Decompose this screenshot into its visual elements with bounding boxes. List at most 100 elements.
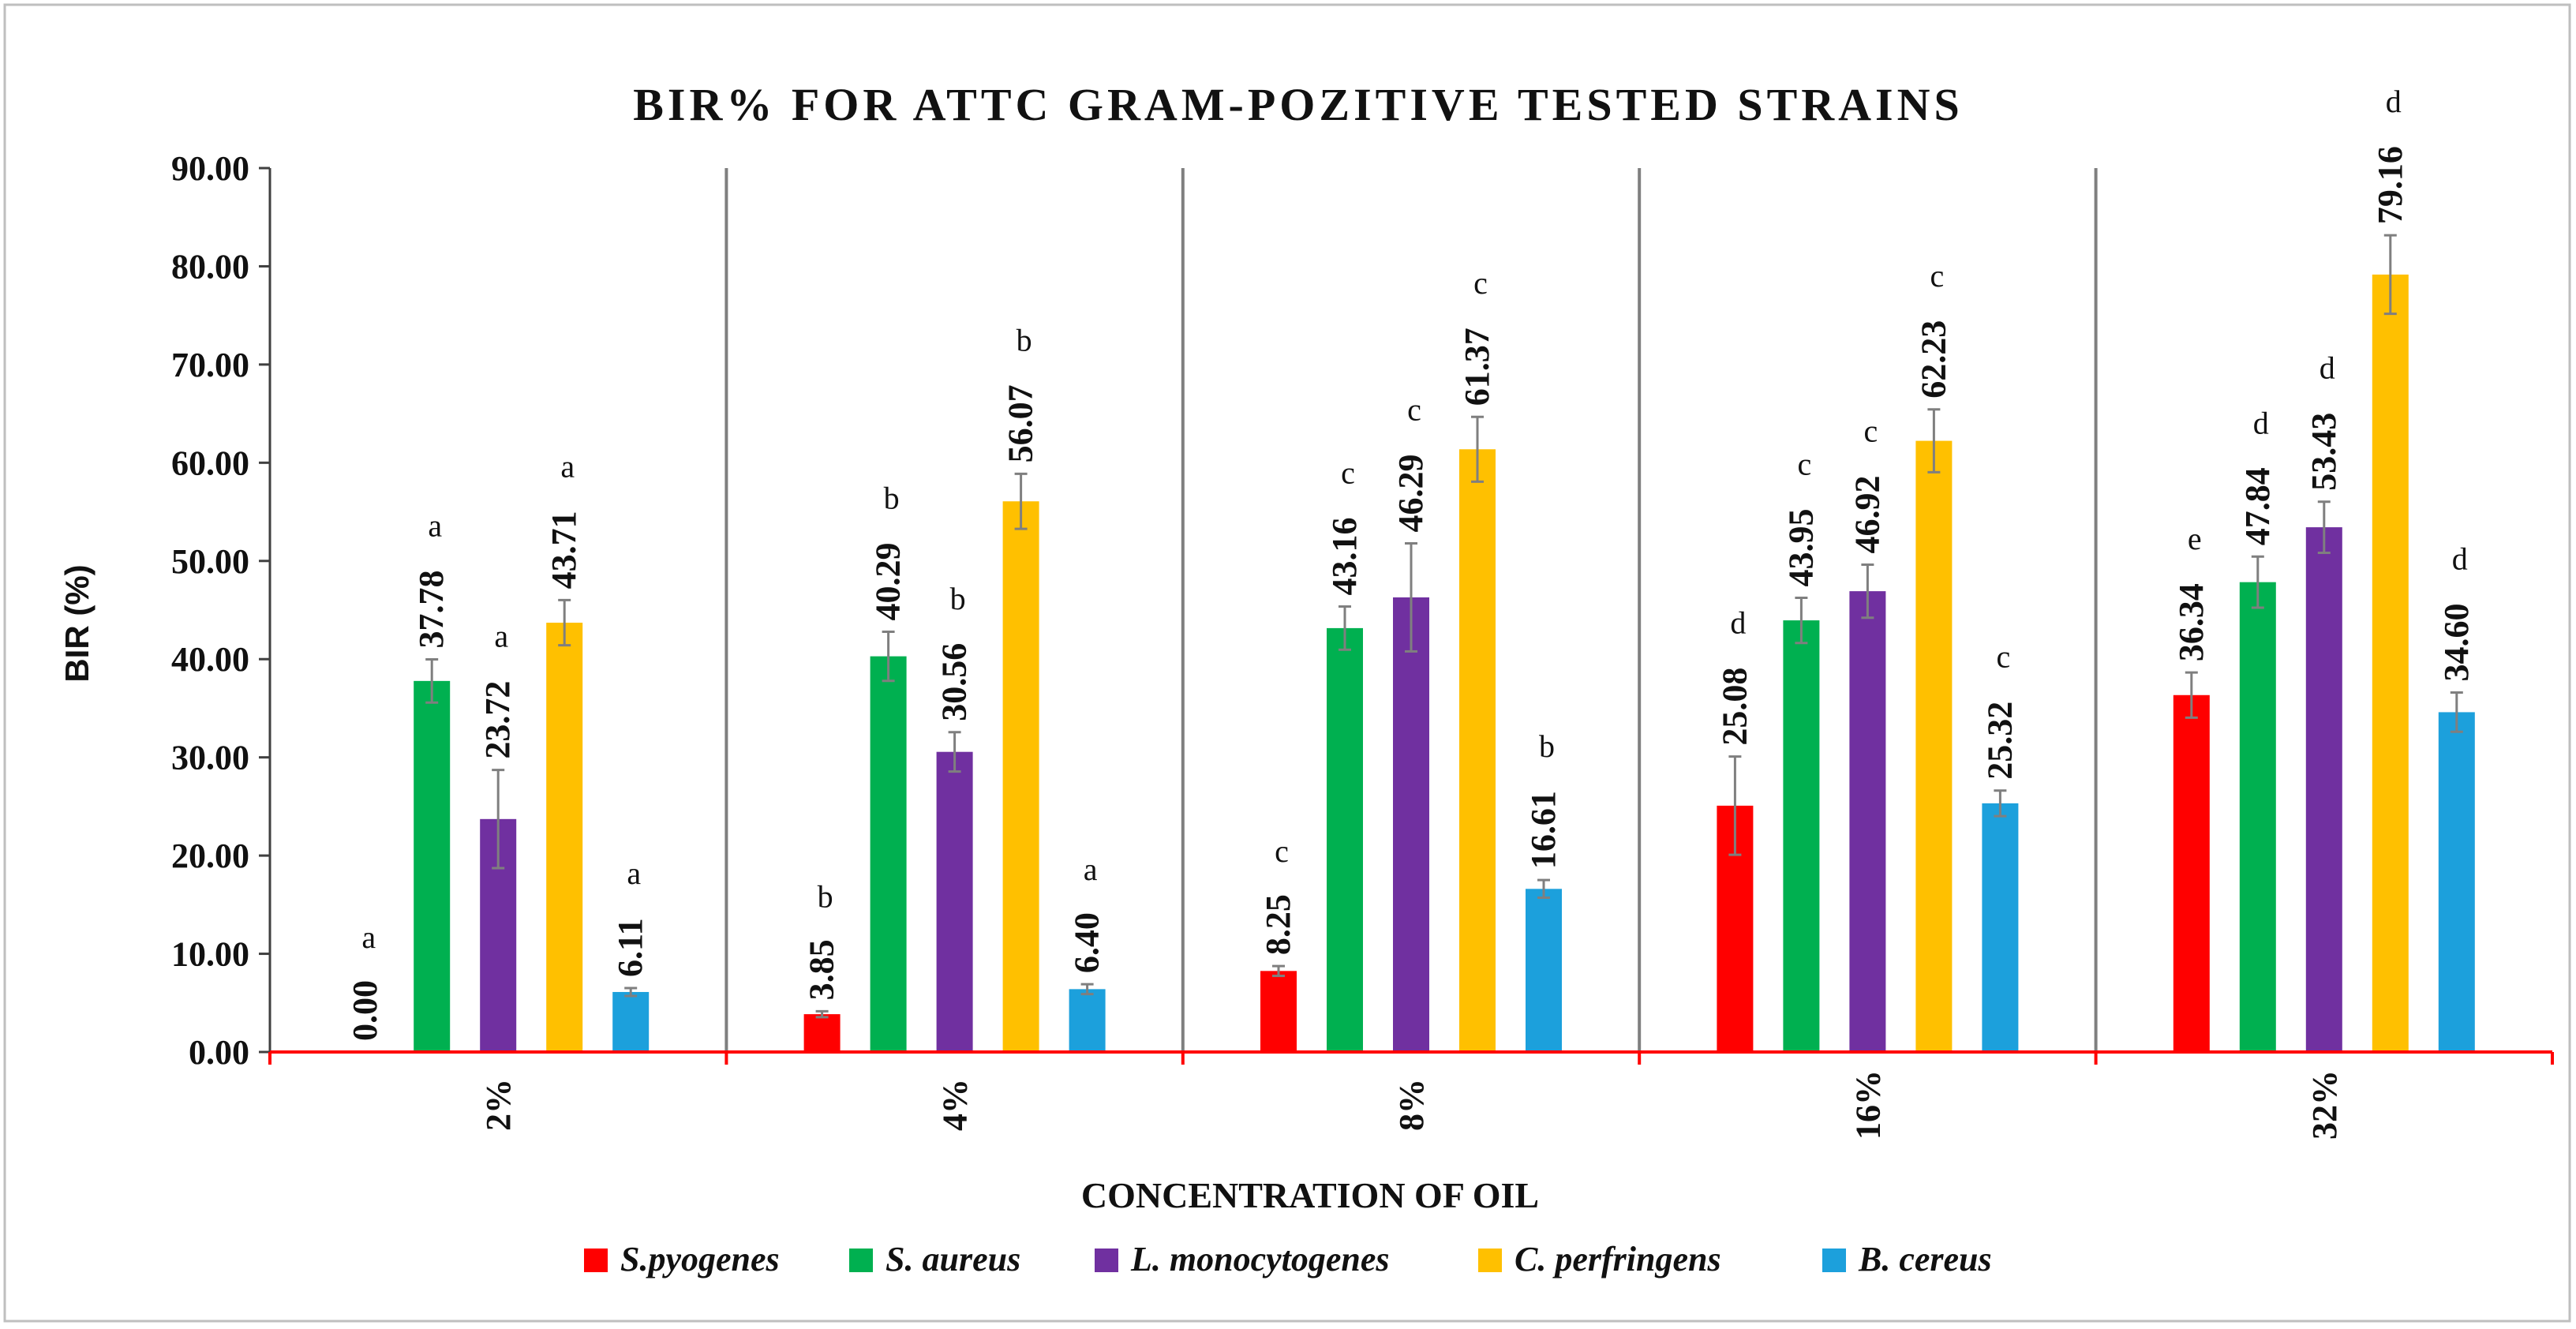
significance-letter: a bbox=[560, 448, 575, 484]
legend-swatch bbox=[584, 1249, 608, 1272]
legend-swatch bbox=[1095, 1249, 1118, 1272]
data-label: 0.00 bbox=[346, 980, 384, 1041]
x-tick-label: 4% bbox=[936, 1079, 975, 1131]
legend-swatch bbox=[1822, 1249, 1846, 1272]
data-label: 30.56 bbox=[935, 643, 974, 721]
data-label: 34.60 bbox=[2437, 604, 2476, 682]
data-label: 6.40 bbox=[1068, 912, 1106, 973]
bar bbox=[1069, 989, 1106, 1052]
bar bbox=[1526, 889, 1562, 1052]
bar bbox=[2173, 694, 2210, 1052]
significance-letter: b bbox=[950, 581, 966, 616]
x-tick-label: 16% bbox=[1848, 1070, 1887, 1140]
data-label: 47.84 bbox=[2238, 467, 2277, 545]
legend-swatch bbox=[849, 1249, 873, 1272]
legend-label: S.pyogenes bbox=[620, 1240, 780, 1278]
significance-letter: e bbox=[2188, 521, 2202, 556]
y-tick-label: 20.00 bbox=[171, 837, 249, 875]
significance-letter: a bbox=[627, 855, 641, 891]
significance-letter: d bbox=[1730, 605, 1746, 641]
legend-label: L. monocytogenes bbox=[1130, 1240, 1390, 1278]
bar bbox=[936, 751, 973, 1052]
x-tick-label: 32% bbox=[2305, 1070, 2344, 1140]
data-label: 25.08 bbox=[1715, 668, 1754, 746]
bar bbox=[1915, 440, 1953, 1052]
data-label: 16.61 bbox=[1524, 791, 1563, 869]
data-label: 62.23 bbox=[1914, 320, 1953, 399]
significance-letter: d bbox=[2320, 350, 2335, 386]
y-tick-label: 10.00 bbox=[171, 935, 249, 974]
y-tick-label: 60.00 bbox=[171, 444, 249, 482]
data-label: 6.11 bbox=[611, 918, 650, 977]
significance-letter: b bbox=[1017, 322, 1032, 358]
data-label: 61.37 bbox=[1458, 328, 1496, 406]
data-label: 43.16 bbox=[1325, 518, 1364, 596]
data-label: 8.25 bbox=[1259, 894, 1297, 955]
significance-letter: b bbox=[884, 481, 900, 516]
significance-letter: c bbox=[1473, 265, 1488, 301]
bar bbox=[1327, 627, 1363, 1052]
significance-letter: c bbox=[1407, 392, 1421, 428]
y-tick-label: 30.00 bbox=[171, 739, 249, 777]
significance-letter: b bbox=[1539, 728, 1555, 764]
data-label: 3.85 bbox=[803, 939, 841, 1000]
bar bbox=[546, 623, 583, 1052]
data-label: 46.92 bbox=[1848, 476, 1886, 554]
bar bbox=[2372, 274, 2409, 1052]
significance-letter: d bbox=[2253, 405, 2269, 440]
legend-label: B. cereus bbox=[1858, 1240, 1992, 1278]
data-label: 46.29 bbox=[1391, 455, 1430, 533]
x-axis-title: CONCENTRATION OF OIL bbox=[1081, 1175, 1539, 1215]
significance-letter: d bbox=[2386, 84, 2402, 119]
bar bbox=[1459, 449, 1496, 1052]
data-label: 43.95 bbox=[1781, 508, 1820, 586]
chart-frame bbox=[3, 3, 2571, 1323]
y-axis-title: BIR (%) bbox=[58, 564, 95, 682]
significance-letter: c bbox=[1798, 446, 1812, 481]
bar bbox=[2305, 527, 2342, 1052]
significance-letter: a bbox=[361, 919, 376, 955]
legend: S.pyogenes S. aureus L. monocytogenes C. pe… bbox=[584, 1240, 1992, 1278]
data-label: 25.32 bbox=[1980, 702, 2019, 780]
significance-letter: d bbox=[2452, 541, 2468, 577]
data-label: 53.43 bbox=[2305, 413, 2343, 491]
significance-letter: c bbox=[1341, 455, 1355, 491]
bar bbox=[1002, 501, 1039, 1052]
significance-letter: c bbox=[1864, 414, 1878, 449]
bar bbox=[870, 656, 907, 1052]
bar bbox=[1393, 597, 1429, 1052]
data-label: 36.34 bbox=[2172, 583, 2211, 661]
plot-area: 0.00 10.00 20.00 30.00 40.00 50.00 60.00 70.00 8… bbox=[171, 84, 2554, 1140]
data-label: 40.29 bbox=[869, 543, 908, 621]
bar bbox=[612, 991, 650, 1052]
bar bbox=[803, 1014, 841, 1052]
significance-letter: a bbox=[1084, 852, 1098, 887]
legend-label: C. perfringens bbox=[1515, 1240, 1721, 1278]
y-tick-label: 80.00 bbox=[171, 247, 249, 286]
bar bbox=[1982, 803, 2019, 1052]
y-tick-label: 40.00 bbox=[171, 640, 249, 679]
data-label: 56.07 bbox=[1002, 384, 1040, 462]
data-label: 37.78 bbox=[412, 570, 451, 648]
bar bbox=[2239, 582, 2276, 1052]
bar bbox=[414, 680, 451, 1052]
y-tick-label: 50.00 bbox=[171, 542, 249, 581]
significance-letter: c bbox=[1275, 833, 1289, 869]
data-label: 79.16 bbox=[2371, 146, 2409, 224]
significance-letter: a bbox=[494, 619, 508, 654]
y-tick-label: 0.00 bbox=[189, 1033, 249, 1072]
y-tick-label: 70.00 bbox=[171, 346, 249, 384]
data-label: 43.71 bbox=[545, 511, 583, 589]
legend-swatch bbox=[1478, 1249, 1502, 1272]
bar bbox=[2438, 712, 2475, 1052]
bar bbox=[1783, 620, 1820, 1052]
bar bbox=[1260, 971, 1297, 1052]
x-tick-label: 2% bbox=[479, 1079, 518, 1131]
y-tick-label: 90.00 bbox=[171, 149, 249, 188]
significance-letter: a bbox=[428, 507, 442, 543]
significance-letter: b bbox=[818, 878, 833, 914]
significance-letter: c bbox=[1930, 258, 1945, 294]
x-tick-label: 8% bbox=[1392, 1079, 1431, 1131]
chart-title: BIR% FOR ATTC GRAM-POZITIVE TESTED STRAI… bbox=[633, 79, 1964, 130]
